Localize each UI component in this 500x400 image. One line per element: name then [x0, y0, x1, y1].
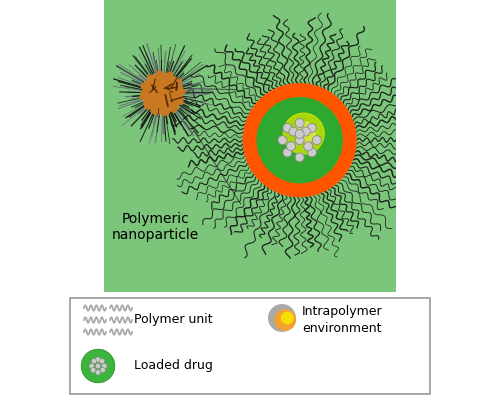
Text: Loaded drug: Loaded drug	[134, 360, 213, 372]
Circle shape	[102, 363, 107, 369]
Circle shape	[274, 309, 296, 331]
Circle shape	[96, 357, 100, 362]
Circle shape	[308, 148, 316, 157]
Circle shape	[90, 367, 96, 373]
Circle shape	[295, 136, 304, 145]
Circle shape	[100, 367, 105, 373]
Circle shape	[295, 153, 304, 162]
Circle shape	[100, 358, 104, 364]
Circle shape	[295, 118, 304, 128]
Circle shape	[81, 349, 115, 383]
Circle shape	[96, 370, 100, 375]
Text: environment: environment	[302, 322, 382, 334]
Bar	[70, 298, 430, 394]
Circle shape	[295, 130, 304, 138]
Text: Polymeric
nanoparticle: Polymeric nanoparticle	[112, 212, 198, 242]
Circle shape	[289, 127, 298, 136]
Circle shape	[257, 98, 342, 183]
Circle shape	[243, 84, 356, 196]
Circle shape	[302, 127, 310, 136]
Circle shape	[296, 122, 315, 142]
Circle shape	[89, 363, 94, 369]
Text: Polymer unit: Polymer unit	[134, 314, 212, 326]
Circle shape	[312, 136, 322, 145]
Circle shape	[304, 142, 312, 151]
Circle shape	[281, 312, 293, 324]
Circle shape	[308, 123, 316, 132]
Text: Intrapolymer: Intrapolymer	[302, 306, 382, 318]
Circle shape	[283, 123, 292, 132]
Circle shape	[92, 358, 96, 364]
Circle shape	[268, 304, 296, 332]
Circle shape	[278, 136, 287, 145]
Circle shape	[284, 113, 324, 154]
Polygon shape	[140, 70, 186, 116]
Circle shape	[96, 363, 100, 369]
Circle shape	[283, 148, 292, 157]
Circle shape	[286, 142, 296, 151]
